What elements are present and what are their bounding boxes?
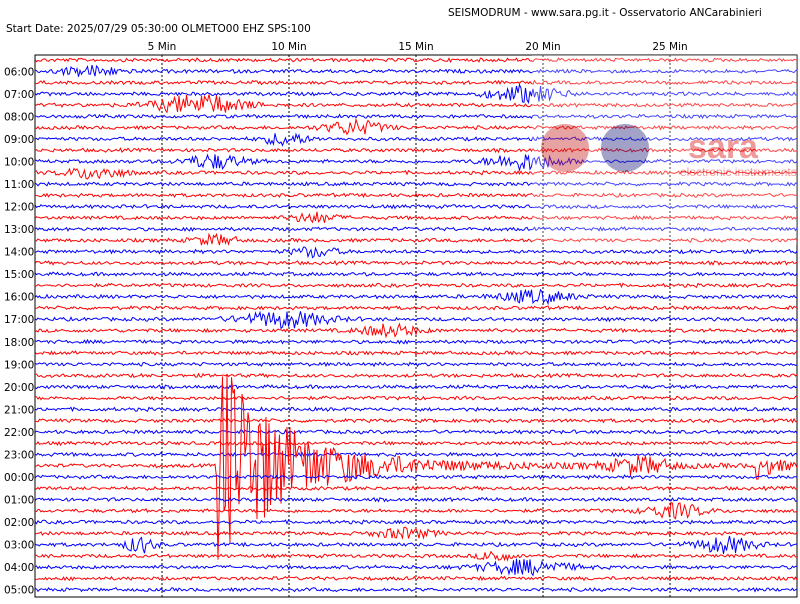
trace <box>35 94 797 114</box>
trace <box>35 417 797 424</box>
minute-label: 5 Min <box>148 41 177 53</box>
trace <box>35 203 797 210</box>
trace <box>35 518 797 525</box>
trace <box>35 113 797 120</box>
trace <box>35 535 797 554</box>
header-title: SEISMODRUM - www.sara.pg.it - Osservator… <box>448 7 762 19</box>
trace <box>35 550 797 562</box>
watermark: sara electronic instruments <box>532 55 797 245</box>
trace <box>35 153 797 173</box>
trace <box>35 384 797 390</box>
trace <box>35 271 797 277</box>
hour-label: 16:00 <box>4 292 34 304</box>
trace <box>35 361 797 368</box>
watermark-tagline: electronic instruments <box>680 165 797 179</box>
labels: 5 Min 10 Min 15 Min 20 Min 25 Min 06:00 07:00 0… <box>4 41 688 597</box>
watermark-brand: sara <box>688 128 759 166</box>
trace <box>35 428 797 435</box>
hour-label: 23:00 <box>4 449 34 461</box>
hour-label: 10:00 <box>4 156 34 168</box>
trace <box>35 395 797 401</box>
trace <box>35 350 797 356</box>
hour-label: 01:00 <box>4 495 34 507</box>
trace <box>35 79 797 86</box>
trace <box>35 587 797 593</box>
hour-label: 08:00 <box>4 111 34 123</box>
trace <box>35 305 797 311</box>
watermark-badge <box>541 124 589 172</box>
header-info: Start Date: 2025/07/29 05:30:00 OLMETO00… <box>6 23 311 35</box>
trace <box>35 288 797 306</box>
hour-label: 05:00 <box>4 585 34 597</box>
trace <box>35 260 797 266</box>
trace <box>35 117 797 136</box>
hour-label: 07:00 <box>4 89 34 101</box>
hour-label: 18:00 <box>4 337 34 349</box>
trace <box>35 181 797 187</box>
watermark-bg <box>532 55 797 245</box>
hour-label: 00:00 <box>4 472 34 484</box>
hour-label: 21:00 <box>4 404 34 416</box>
trace <box>35 232 797 247</box>
hour-label: 03:00 <box>4 540 34 552</box>
trace <box>35 132 797 147</box>
trace <box>35 211 797 224</box>
trace <box>35 57 797 64</box>
minute-label: 10 Min <box>271 41 306 53</box>
hour-label: 22:00 <box>4 427 34 439</box>
hour-label: 12:00 <box>4 202 34 214</box>
trace <box>35 322 797 339</box>
trace <box>35 310 797 330</box>
minute-label: 15 Min <box>398 41 433 53</box>
minute-label: 20 Min <box>525 41 560 53</box>
trace <box>35 406 797 413</box>
trace <box>35 373 797 560</box>
hour-label: 04:00 <box>4 562 34 574</box>
trace <box>35 474 797 480</box>
traces <box>35 57 797 593</box>
hour-label: 20:00 <box>4 382 34 394</box>
hour-label: 02:00 <box>4 517 34 529</box>
trace <box>35 226 797 232</box>
minute-label: 25 Min <box>652 41 687 53</box>
trace <box>35 282 797 289</box>
trace <box>35 83 797 105</box>
trace <box>35 372 797 379</box>
trace <box>35 167 797 180</box>
trace <box>35 147 797 154</box>
hour-label: 17:00 <box>4 314 34 326</box>
trace <box>35 451 797 458</box>
trace <box>35 501 797 520</box>
trace <box>35 246 797 259</box>
trace <box>35 496 797 503</box>
trace <box>35 440 797 447</box>
hour-label: 19:00 <box>4 359 34 371</box>
hour-label: 13:00 <box>4 224 34 236</box>
hour-label: 06:00 <box>4 66 34 78</box>
trace <box>35 575 797 582</box>
hour-label: 15:00 <box>4 269 34 281</box>
hour-label: 11:00 <box>4 179 34 191</box>
hour-label: 14:00 <box>4 247 34 259</box>
trace <box>35 338 797 345</box>
trace <box>35 558 797 577</box>
hour-label: 09:00 <box>4 134 34 146</box>
trace <box>35 192 797 199</box>
watermark-badge <box>601 124 649 172</box>
trace <box>35 64 797 77</box>
trace <box>35 526 797 540</box>
trace <box>35 485 797 492</box>
